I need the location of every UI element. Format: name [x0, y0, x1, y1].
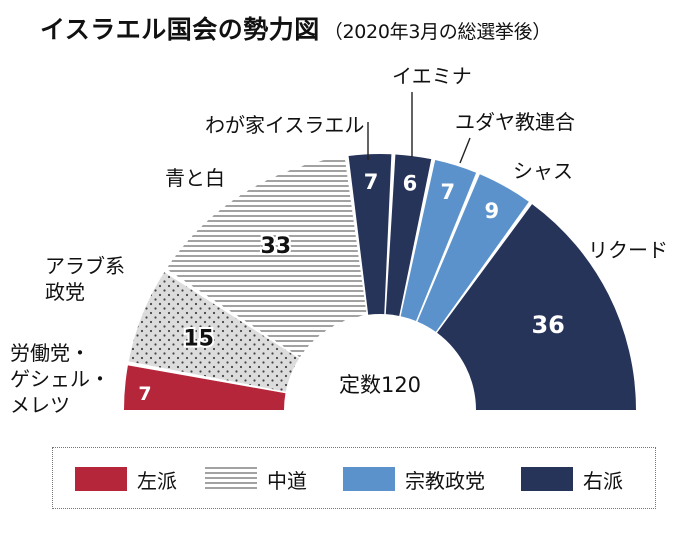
party-label-line: メレツ — [10, 393, 70, 417]
seat-value-5: 7 — [440, 180, 455, 204]
title-main: イスラエル国会の勢力図 — [40, 15, 320, 44]
legend-label-center: 中道 — [267, 468, 307, 493]
leader-line-5 — [459, 137, 471, 164]
slice-0 — [124, 365, 286, 410]
party-label-line: リクード — [588, 238, 668, 262]
party-label-line: シャス — [513, 159, 573, 183]
slice-4 — [385, 154, 432, 316]
party-label-2: 青と白 — [165, 165, 225, 191]
party-label-line: ユダヤ教連合 — [455, 110, 575, 134]
party-label-3: わが家イスラエル — [205, 112, 364, 138]
party-label-5: ユダヤ教連合 — [455, 109, 575, 135]
legend-item-right: 右派 — [521, 466, 623, 493]
slice-1 — [128, 272, 300, 392]
party-label-line: わが家イスラエル — [205, 113, 365, 137]
legend-swatch-center — [205, 467, 257, 491]
party-label-1: アラブ系 政党 — [45, 253, 125, 305]
legend-label-religious: 宗教政党 — [405, 468, 485, 493]
legend-item-religious: 宗教政党 — [343, 466, 485, 493]
legend-item-center: 中道 — [205, 466, 307, 493]
party-label-line: 青と白 — [165, 166, 225, 190]
party-label-line: ゲシェル・ — [10, 367, 110, 391]
party-label-line: イエミナ — [392, 64, 472, 88]
slice-3 — [348, 153, 392, 315]
center-label: 定数120 — [339, 373, 421, 397]
title-subtitle: （2020年3月の総選挙後） — [323, 21, 552, 43]
slice-2 — [166, 156, 367, 358]
legend-swatch-religious — [343, 467, 395, 491]
seat-value-1: 15 — [183, 327, 214, 352]
seat-value-2: 33 — [260, 234, 291, 259]
party-label-4: イエミナ — [392, 63, 472, 89]
party-label-line: 政党 — [45, 280, 85, 304]
legend-label-left: 左派 — [137, 468, 177, 493]
seat-value-7: 36 — [531, 311, 564, 339]
seat-value-4: 6 — [403, 172, 418, 196]
legend: 左派 中道 宗教政党 右派 — [52, 447, 656, 509]
legend-swatch-right — [521, 467, 573, 491]
legend-swatch-left — [75, 467, 127, 491]
party-label-0: 労働党・ ゲシェル・ メレツ — [10, 340, 110, 418]
seat-value-0: 7 — [138, 383, 151, 405]
party-label-line: 労働党・ — [10, 341, 90, 365]
seat-value-3: 7 — [364, 170, 379, 194]
chart-title: イスラエル国会の勢力図 （2020年3月の総選挙後） — [40, 10, 551, 46]
party-label-line: アラブ系 — [45, 254, 125, 278]
slice-7 — [437, 204, 636, 410]
slice-6 — [417, 174, 529, 332]
party-label-7: リクード — [588, 237, 668, 263]
legend-label-right: 右派 — [583, 468, 623, 493]
legend-item-left: 左派 — [75, 466, 177, 493]
seat-value-6: 9 — [484, 199, 499, 223]
party-label-6: シャス — [513, 158, 573, 184]
slice-5 — [400, 160, 477, 322]
